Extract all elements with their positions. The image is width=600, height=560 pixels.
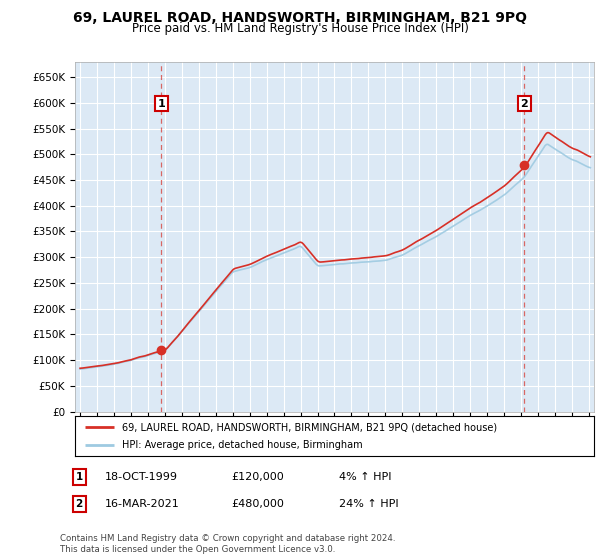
Text: Price paid vs. HM Land Registry's House Price Index (HPI): Price paid vs. HM Land Registry's House …: [131, 22, 469, 35]
Text: 2: 2: [76, 499, 83, 509]
Text: Contains HM Land Registry data © Crown copyright and database right 2024.: Contains HM Land Registry data © Crown c…: [60, 534, 395, 543]
Text: HPI: Average price, detached house, Birmingham: HPI: Average price, detached house, Birm…: [122, 440, 362, 450]
Text: 2: 2: [521, 99, 529, 109]
Text: 69, LAUREL ROAD, HANDSWORTH, BIRMINGHAM, B21 9PQ: 69, LAUREL ROAD, HANDSWORTH, BIRMINGHAM,…: [73, 11, 527, 25]
Text: 24% ↑ HPI: 24% ↑ HPI: [339, 499, 398, 509]
Text: 18-OCT-1999: 18-OCT-1999: [105, 472, 178, 482]
Text: £120,000: £120,000: [231, 472, 284, 482]
Text: 1: 1: [76, 472, 83, 482]
Text: 1: 1: [158, 99, 166, 109]
Text: 4% ↑ HPI: 4% ↑ HPI: [339, 472, 391, 482]
Text: £480,000: £480,000: [231, 499, 284, 509]
Text: This data is licensed under the Open Government Licence v3.0.: This data is licensed under the Open Gov…: [60, 545, 335, 554]
Text: 16-MAR-2021: 16-MAR-2021: [105, 499, 180, 509]
Text: 69, LAUREL ROAD, HANDSWORTH, BIRMINGHAM, B21 9PQ (detached house): 69, LAUREL ROAD, HANDSWORTH, BIRMINGHAM,…: [122, 422, 497, 432]
